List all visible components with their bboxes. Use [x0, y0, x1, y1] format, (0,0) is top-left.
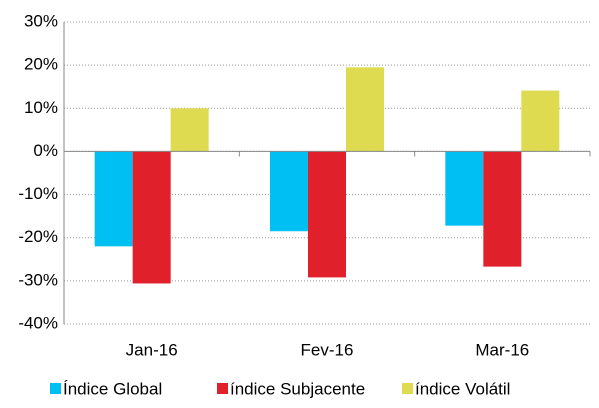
bar: [170, 108, 209, 152]
x-tick-label: Mar-16: [475, 340, 529, 359]
legend-label: Índice Global: [63, 379, 162, 398]
bar: [308, 151, 346, 278]
bar: [483, 151, 522, 267]
y-tick-label: -30%: [18, 270, 58, 289]
y-tick-label: 0%: [33, 141, 58, 160]
bar: [270, 151, 308, 232]
legend-swatch: [402, 383, 413, 394]
y-tick-label: -10%: [18, 184, 58, 203]
bar: [132, 151, 171, 284]
legend-swatch: [50, 383, 61, 394]
y-tick-label: -40%: [18, 313, 58, 332]
legend-swatch: [217, 383, 228, 394]
legend-label: índice Volátil: [415, 379, 510, 398]
bar: [521, 90, 560, 152]
bar: [445, 151, 484, 226]
x-tick-label: Jan-16: [126, 340, 178, 359]
bar: [94, 151, 133, 247]
y-tick-label: 30%: [24, 11, 58, 30]
legend-label: índice Subjacente: [230, 379, 365, 398]
x-tick-label: Fev-16: [301, 340, 354, 359]
y-tick-label: 20%: [24, 55, 58, 74]
bar: [346, 67, 384, 152]
y-tick-label: -20%: [18, 227, 58, 246]
y-tick-label: 10%: [24, 98, 58, 117]
